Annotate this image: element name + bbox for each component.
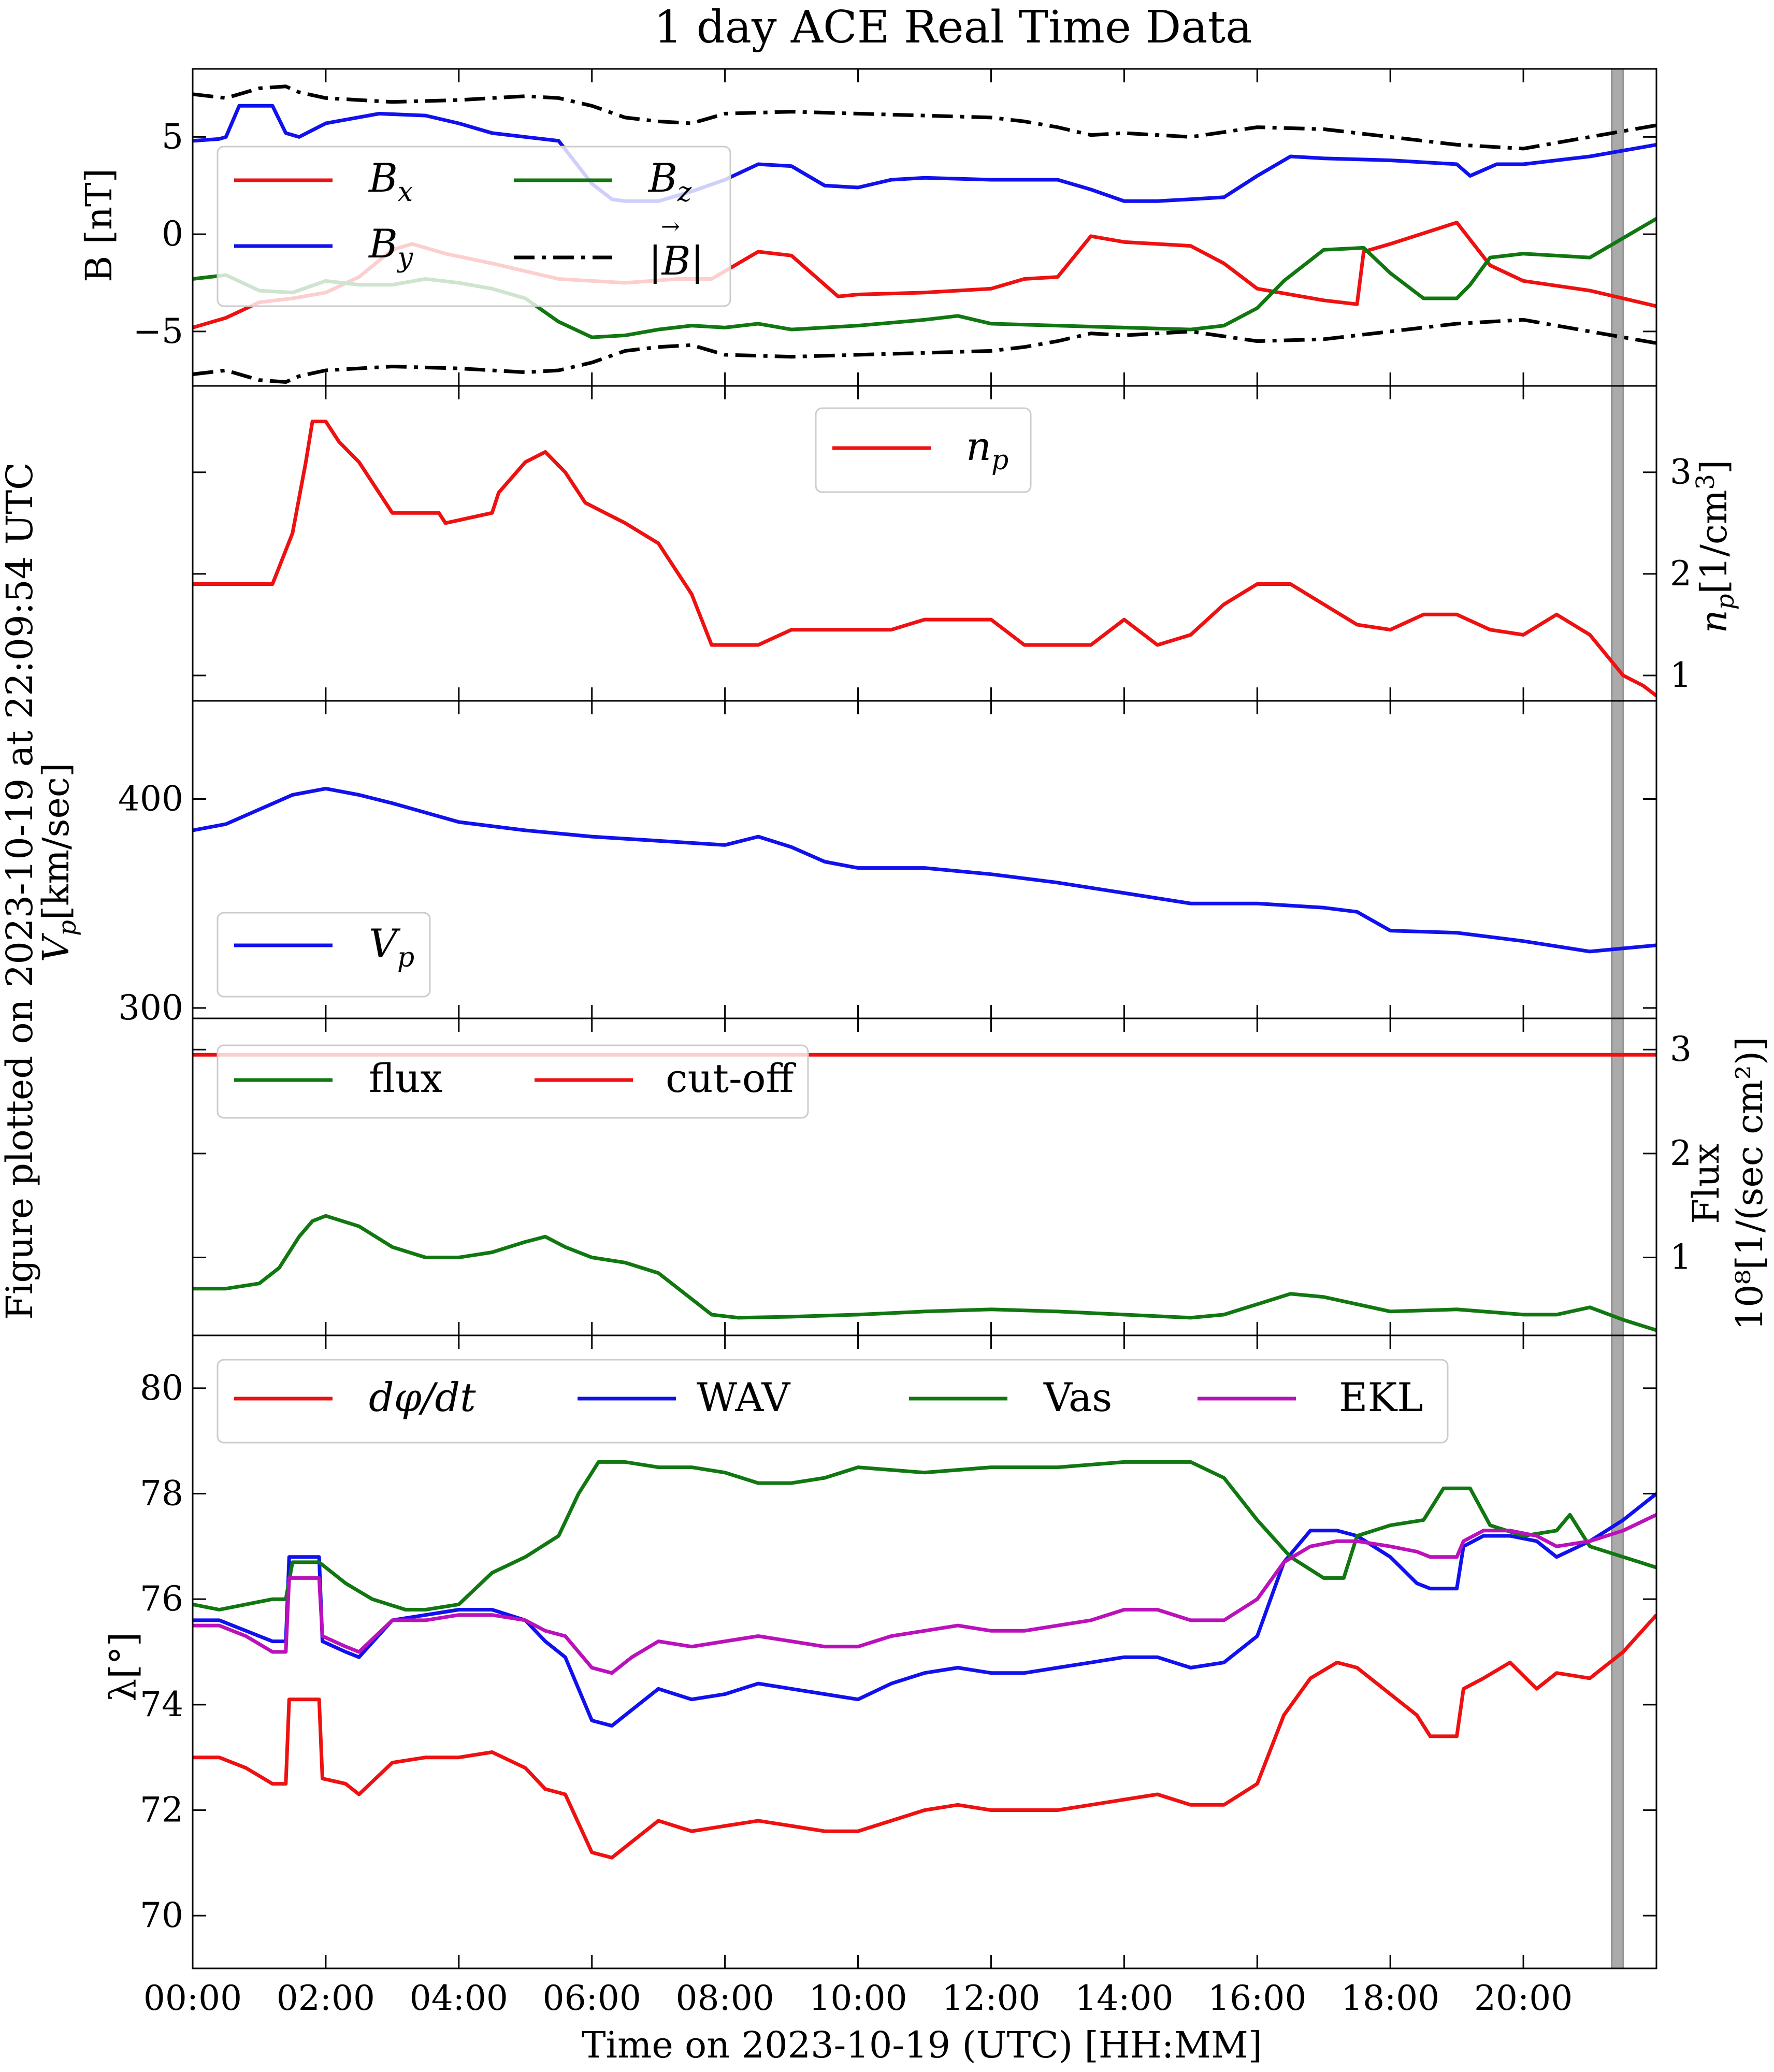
panel-vp-ylabel: Vp[km/sec] <box>35 763 82 962</box>
series-vp-vp <box>193 786 1656 954</box>
panel-np-ylabel: np[1/cm3] <box>1691 460 1740 634</box>
legend-label-flux: flux <box>369 1055 443 1101</box>
legend-frame <box>217 1359 1449 1444</box>
x-tick-label: 18:00 <box>1341 1978 1439 2018</box>
y-tick-label: 1 <box>1670 655 1692 695</box>
figure-title: 1 day ACE Real Time Data <box>654 2 1252 53</box>
panel-proton-density: np[1/cm3] np 1 2 3 <box>192 385 1740 702</box>
panel-lambda-plot-area <box>193 1335 1656 1968</box>
legend-frame <box>217 146 731 307</box>
legend-label-ekl: EKL <box>1339 1374 1423 1420</box>
panel-proton-speed: Vp[km/sec] Vp 300 400 <box>35 700 1657 1028</box>
panel-magnetic-field: B [nT] Bx By Bz |B| → −5 0 5 <box>78 68 1657 387</box>
panel-lambda-legend: dφ/dt WAV Vas EKL <box>217 1359 1449 1444</box>
x-tick-label: 14:00 <box>1075 1978 1173 2018</box>
y-tick-label: 3 <box>1670 1029 1692 1069</box>
legend-frame <box>217 1044 809 1119</box>
panel-b-legend: Bx By Bz |B| → <box>217 146 731 307</box>
series-flux-flux <box>193 1214 1656 1332</box>
x-tick-label: 02:00 <box>277 1978 375 2018</box>
series-b-b <box>193 318 1656 384</box>
x-tick-label: 04:00 <box>410 1978 508 2018</box>
series-np-np <box>193 420 1656 697</box>
panel-vp-legend: Vp <box>217 912 431 998</box>
y-tick-label: −5 <box>133 311 183 351</box>
figure-side-label: Figure plotted on 2023-10-19 at 22:09:54… <box>0 462 41 1319</box>
y-tick-label: 76 <box>140 1579 183 1619</box>
time-marker-band <box>1611 1018 1624 1335</box>
y-tick-label: 2 <box>1670 1133 1692 1173</box>
series-b-b <box>193 84 1656 151</box>
panel-np-legend: np <box>815 407 1032 493</box>
y-tick-label: 74 <box>140 1685 183 1724</box>
x-axis-label: Time on 2023-10-19 (UTC) [HH:MM] <box>582 2024 1262 2066</box>
x-tick-label: 06:00 <box>543 1978 641 2018</box>
panel-lambda-ylabel: λ[°] <box>102 1632 145 1702</box>
panel-b-ylabel: B [nT] <box>78 168 120 282</box>
series-b-by <box>193 104 1656 203</box>
y-tick-label: 1 <box>1670 1238 1692 1277</box>
time-marker-band <box>1611 386 1624 701</box>
legend-label-cutoff: cut-off <box>666 1055 796 1101</box>
x-tick-label: 08:00 <box>676 1978 774 2018</box>
series-lambda-ddt <box>193 1614 1656 1860</box>
y-tick-label: 0 <box>162 214 183 254</box>
series-lambda-ekl <box>193 1513 1656 1675</box>
legend-label-bmag: |B| <box>648 238 704 284</box>
panel-vp-plot-area <box>193 701 1656 1018</box>
y-tick-label: 3 <box>1670 452 1692 492</box>
legend-frame <box>815 407 1032 493</box>
y-tick-label: 300 <box>118 988 183 1028</box>
panel-lambda: λ[°] dφ/dt WAV Vas EKL 00:00 02:00 04:00 06… <box>102 1334 1657 2018</box>
panel-flux: Flux 10⁸[1/(sec cm²)] flux cut-off 1 2 3 <box>192 1017 1771 1336</box>
series-lambda-vas <box>193 1460 1656 1611</box>
x-tick-label: 10:00 <box>809 1978 907 2018</box>
legend-label-vas: Vas <box>1043 1374 1112 1420</box>
x-tick-label: 12:00 <box>942 1978 1040 2018</box>
y-tick-label: 2 <box>1670 554 1692 594</box>
panel-flux-ylabel: Flux <box>1685 1143 1727 1224</box>
time-marker-band <box>1611 69 1624 386</box>
panel-lambda-frame <box>192 1334 1657 1969</box>
y-tick-label: 80 <box>140 1368 183 1408</box>
y-tick-label: 72 <box>140 1790 183 1830</box>
series-lambda-wav <box>193 1492 1656 1728</box>
x-tick-label: 16:00 <box>1208 1978 1306 2018</box>
y-tick-label: 70 <box>140 1895 183 1935</box>
legend-label-wav: WAV <box>697 1374 790 1420</box>
x-tick-label: 00:00 <box>143 1978 242 2018</box>
legend-vector-arrow: → <box>661 213 680 240</box>
legend-frame <box>217 912 431 998</box>
y-tick-label: 400 <box>118 779 183 819</box>
legend-label-dphidt: dφ/dt <box>369 1374 476 1420</box>
time-marker-band <box>1611 701 1624 1018</box>
y-tick-label: 78 <box>140 1474 183 1514</box>
panel-flux-ylabel2: 10⁸[1/(sec cm²)] <box>1728 1037 1771 1331</box>
panel-flux-legend: flux cut-off <box>217 1044 809 1119</box>
panel-np-plot-area <box>193 386 1656 701</box>
x-tick-label: 20:00 <box>1474 1978 1573 2018</box>
y-tick-label: 5 <box>162 117 183 156</box>
